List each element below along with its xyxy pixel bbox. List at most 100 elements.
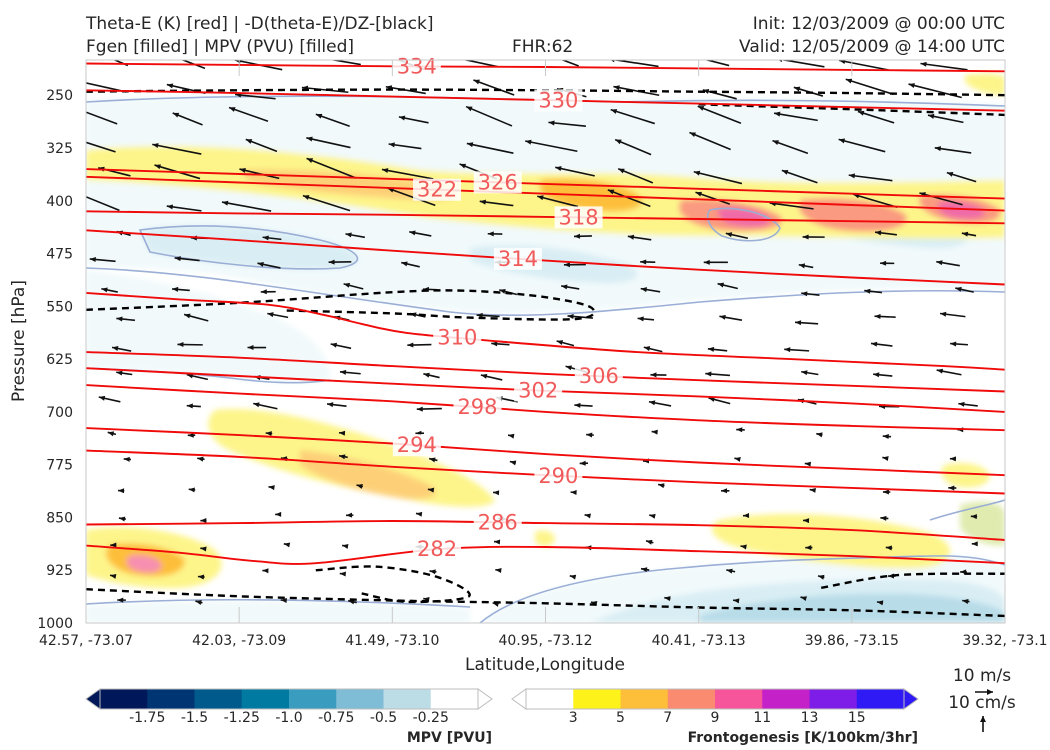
wind-vector-shaft bbox=[221, 201, 272, 212]
colorbar-swatch bbox=[289, 689, 337, 709]
wind-vector-head bbox=[339, 571, 346, 577]
wind-vector-head bbox=[398, 115, 406, 121]
wind-vector-head bbox=[610, 109, 618, 114]
theta-e-contour-line bbox=[86, 544, 1005, 565]
x-tick-label: 40.95, -73.12 bbox=[498, 633, 592, 649]
wind-vector-head bbox=[563, 262, 570, 268]
colorbar-tick-label: -1.75 bbox=[129, 710, 165, 726]
theta-e-contour-line bbox=[86, 384, 1005, 432]
wind-vector-head bbox=[493, 539, 501, 545]
wind-vector-head bbox=[719, 314, 726, 320]
wind-vector-head bbox=[339, 369, 347, 375]
wind-vector-head bbox=[802, 234, 809, 240]
wind-vector-head bbox=[188, 487, 195, 493]
wind-vector-shaft bbox=[306, 157, 357, 179]
wind-vector-head bbox=[345, 232, 352, 238]
wind-vector-head bbox=[110, 542, 117, 548]
wind-vector-head bbox=[342, 543, 349, 549]
colorbar-swatch bbox=[336, 689, 384, 709]
theta-e-label-bg bbox=[473, 171, 522, 194]
wind-vector-head bbox=[186, 403, 193, 409]
wind-vector-head bbox=[64, 135, 70, 140]
wind-vector-head bbox=[110, 573, 117, 579]
wind-vector-shaft bbox=[555, 166, 595, 177]
wind-ref-vertical-arrowhead bbox=[980, 716, 986, 722]
colorbar-tick-label: 13 bbox=[801, 710, 819, 726]
wind-vector-head bbox=[338, 430, 346, 436]
wind-vector-head bbox=[950, 341, 957, 347]
wind-vector-head bbox=[971, 541, 978, 547]
mpv-fill-lower-blue-2 bbox=[700, 593, 1005, 623]
y-tick-label: 475 bbox=[46, 247, 73, 263]
wind-vector-head bbox=[839, 60, 846, 64]
x-tick-label: 39.86, -73.15 bbox=[805, 633, 899, 649]
y-tick-label: 1000 bbox=[37, 616, 73, 632]
wind-vector-head bbox=[339, 454, 346, 460]
wind-vector-head bbox=[262, 568, 269, 574]
wind-vector-head bbox=[880, 515, 887, 521]
wind-vectors bbox=[64, 60, 978, 607]
wind-vector-head bbox=[586, 432, 593, 438]
theta-e-contour-line bbox=[86, 427, 1005, 477]
wind-vector-head bbox=[569, 574, 577, 580]
colorbar-tick-label: -0.75 bbox=[318, 710, 354, 726]
wind-vector-head bbox=[707, 346, 715, 352]
wind-vector-shaft bbox=[302, 194, 351, 212]
wind-vector-head bbox=[116, 316, 123, 322]
wind-vector-head bbox=[197, 574, 205, 580]
wind-vector-head bbox=[200, 546, 207, 552]
theta-e-contour-label: 310 bbox=[437, 326, 477, 350]
wind-vector-head bbox=[537, 195, 544, 201]
theta-e-contour-label: 322 bbox=[417, 178, 457, 202]
wind-vector-head bbox=[795, 320, 802, 326]
theta-e-contour-label: 298 bbox=[457, 395, 497, 419]
wind-vector-head bbox=[618, 168, 625, 174]
theta-e-contour-label: 282 bbox=[417, 537, 457, 561]
y-axis-tick-labels: 250 325 400 475 550 625 700 775 850 925 1000 bbox=[37, 88, 73, 632]
wind-vector-shaft bbox=[838, 60, 889, 71]
wind-vector-shaft bbox=[704, 60, 730, 67]
wind-vector-head bbox=[697, 106, 705, 111]
wind-vector-head bbox=[112, 346, 119, 351]
theta-e-contour-line bbox=[86, 229, 1005, 286]
wind-vector-head bbox=[873, 372, 880, 378]
wind-vector-shaft bbox=[301, 86, 349, 94]
wind-vector-head bbox=[123, 456, 130, 462]
wind-vector-head bbox=[857, 110, 865, 116]
wind-vector-head bbox=[970, 514, 977, 520]
wind-vector-head bbox=[864, 288, 871, 294]
wind-vector-head bbox=[885, 545, 893, 551]
wind-vector-head bbox=[388, 142, 395, 148]
fgen-right-top bbox=[965, 73, 1005, 96]
wind-ref-horizontal-arrowhead bbox=[987, 689, 993, 695]
wind-vector-head bbox=[743, 513, 750, 519]
colorbar-tick-label: 9 bbox=[711, 710, 720, 726]
theta-e-contour-label: 290 bbox=[538, 464, 578, 488]
wind-vector-head bbox=[315, 113, 323, 119]
colorbar-extend-left bbox=[85, 688, 101, 710]
theta-e-label-bg bbox=[413, 178, 462, 201]
wind-vector-head bbox=[798, 263, 806, 269]
stability-contour-line bbox=[821, 572, 1005, 589]
valid-time: Valid: 12/05/2009 @ 14:00 UTC bbox=[739, 37, 1005, 57]
wind-vector-shaft bbox=[613, 85, 660, 97]
wind-vector-head bbox=[556, 340, 564, 345]
colorbar-tick-label: -1.0 bbox=[275, 710, 302, 726]
wind-vector-head bbox=[570, 490, 577, 496]
wind-vector-head bbox=[615, 139, 622, 145]
wind-vector-shaft bbox=[697, 105, 742, 124]
wind-vector-head bbox=[195, 600, 202, 605]
stability-contour-line bbox=[698, 103, 1005, 117]
wind-vector-head bbox=[574, 402, 581, 408]
wind-vector-head bbox=[927, 113, 935, 119]
wind-vector-head bbox=[239, 168, 246, 173]
stability-contour-line bbox=[86, 289, 596, 321]
wind-vector-head bbox=[880, 260, 887, 266]
wind-vector-head bbox=[809, 487, 816, 493]
wind-vector-head bbox=[818, 574, 825, 580]
wind-vector-shaft bbox=[387, 187, 436, 207]
colorbar-tick-label: -1.25 bbox=[224, 710, 260, 726]
wind-vector-head bbox=[267, 312, 274, 318]
wind-vector-head bbox=[875, 230, 882, 236]
wind-vector-head bbox=[574, 233, 581, 239]
